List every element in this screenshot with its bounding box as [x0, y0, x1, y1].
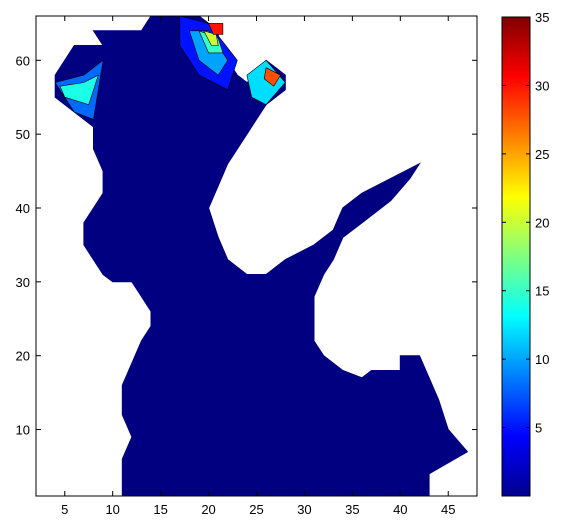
x-tick-label-30: 30: [297, 502, 311, 517]
colorbar-tick-label-20: 20: [535, 215, 549, 230]
contour-region-7: [246, 59, 286, 105]
x-tick-label-40: 40: [393, 502, 407, 517]
x-tick-label-35: 35: [345, 502, 359, 517]
y-tick-label-20: 20: [16, 349, 30, 364]
x-tick-label-10: 10: [105, 502, 119, 517]
contour-region-6: [59, 74, 99, 105]
plot-content: [54, 16, 469, 496]
contour-region-4: [208, 23, 224, 35]
y-tick-label-60: 60: [16, 53, 30, 68]
x-tick-label-45: 45: [441, 502, 455, 517]
colorbar-tick-label-10: 10: [535, 352, 549, 367]
plot-area: 5 10 15 20 25 30 35 40 45 10 20 30 40 50 60: [16, 15, 478, 517]
domain-region: [54, 16, 469, 496]
colorbar-tick-label-15: 15: [535, 284, 549, 299]
x-tick-label-5: 5: [61, 502, 68, 517]
colorbar-tick-label-30: 30: [535, 78, 549, 93]
x-tick-label-15: 15: [153, 502, 167, 517]
colorbar-tick-label-25: 25: [535, 147, 549, 162]
colorbar-tick-label-35: 35: [535, 10, 549, 25]
y-tick-label-40: 40: [16, 201, 30, 216]
contour-region-8: [263, 67, 281, 87]
colorbar: 5 10 15 20 25 30 35: [501, 10, 549, 497]
y-tick-label-10: 10: [16, 423, 30, 438]
x-tick-label-20: 20: [201, 502, 215, 517]
colorbar-bar: [501, 16, 531, 497]
y-tick-label-30: 30: [16, 275, 30, 290]
y-tick-label-50: 50: [16, 127, 30, 142]
x-tick-label-25: 25: [249, 502, 263, 517]
colorbar-tick-label-5: 5: [535, 421, 542, 436]
